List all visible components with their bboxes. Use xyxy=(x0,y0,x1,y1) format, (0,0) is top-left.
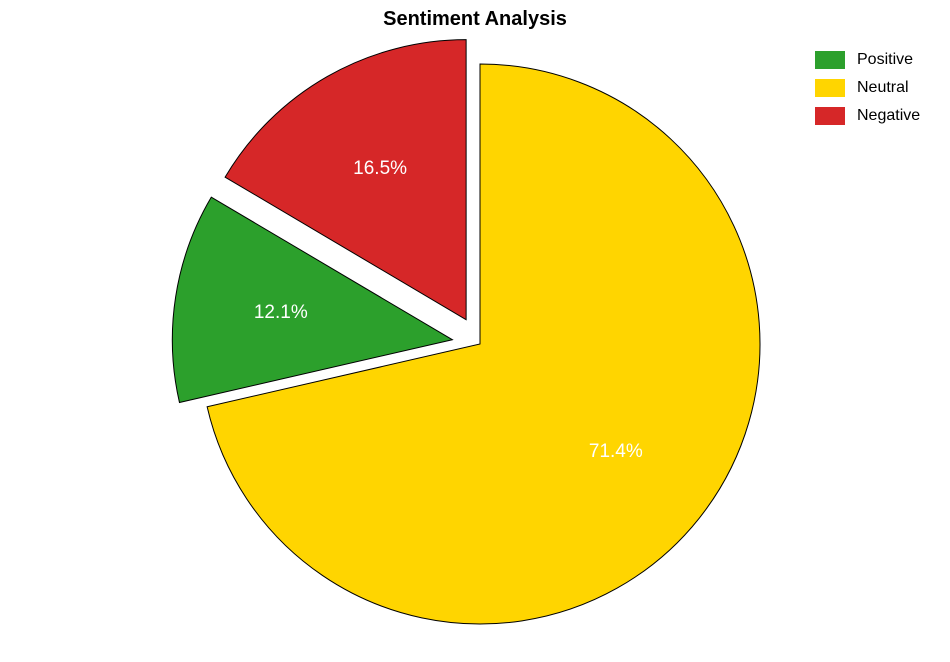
chart-container: Sentiment Analysis PositiveNeutralNegati… xyxy=(0,0,950,662)
legend-item: Neutral xyxy=(815,76,920,100)
legend: Positive Neutral Negative xyxy=(815,48,920,132)
legend-item: Positive xyxy=(815,48,920,72)
legend-label: Neutral xyxy=(857,79,909,97)
legend-swatch xyxy=(815,107,845,125)
pie-chart xyxy=(0,0,950,662)
legend-swatch xyxy=(815,51,845,69)
legend-label: Positive xyxy=(857,51,913,69)
legend-item: Negative xyxy=(815,104,920,128)
legend-swatch xyxy=(815,79,845,97)
legend-label: Negative xyxy=(857,107,920,125)
slice-label: 16.5% xyxy=(353,158,407,180)
slice-label: 12.1% xyxy=(254,302,308,324)
slice-label: 71.4% xyxy=(589,441,643,463)
